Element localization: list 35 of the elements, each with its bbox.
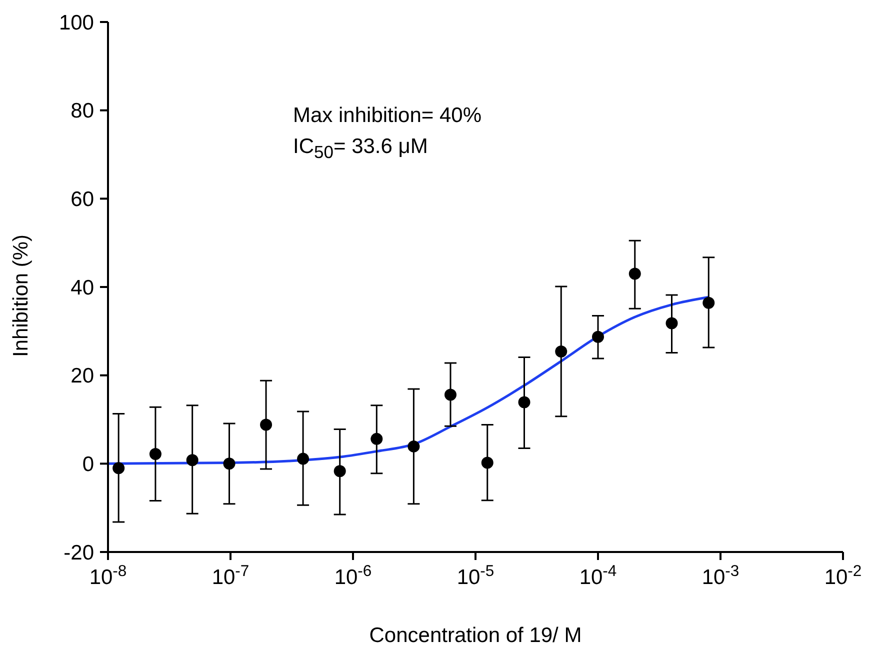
x-tick-label: 10$^{-7}$ bbox=[212, 562, 250, 589]
point bbox=[481, 456, 494, 469]
x-tick-label: 10$^{-8}$ bbox=[89, 562, 127, 589]
y-tick-label: 20 bbox=[70, 364, 94, 388]
point bbox=[260, 418, 272, 431]
annotation: Max inhibition= 40% bbox=[293, 103, 482, 129]
point bbox=[370, 432, 383, 445]
x-tick-label: 10$^{-6}$ bbox=[334, 562, 372, 589]
point bbox=[592, 330, 604, 343]
point bbox=[223, 458, 236, 470]
x-tick-label: 10$^{-3}$ bbox=[702, 562, 740, 589]
y-tick-label: 100 bbox=[58, 11, 94, 34]
point bbox=[149, 448, 162, 460]
annotation: IC$_{50}$= 33.6 μM bbox=[293, 134, 429, 164]
point bbox=[186, 454, 198, 466]
point bbox=[297, 452, 310, 465]
y-tick-label: -20 bbox=[64, 541, 94, 564]
y-tick-label: 40 bbox=[70, 276, 94, 300]
point bbox=[702, 296, 715, 309]
y-tick-label: 0 bbox=[82, 453, 94, 476]
point bbox=[555, 345, 568, 358]
point bbox=[444, 388, 456, 401]
point bbox=[408, 440, 420, 452]
point bbox=[518, 396, 530, 408]
y-axis-title: Inhibition (%) bbox=[9, 234, 32, 357]
point bbox=[666, 317, 678, 330]
point bbox=[628, 268, 641, 280]
point bbox=[334, 465, 346, 478]
x-axis-title: Concentration of 19/ M bbox=[369, 624, 582, 647]
y-tick-label: 80 bbox=[70, 100, 94, 123]
y-tick-label: 60 bbox=[70, 188, 94, 212]
point bbox=[112, 462, 125, 474]
x-tick-label: 10$^{-2}$ bbox=[824, 562, 862, 589]
x-tick-label: 10$^{-4}$ bbox=[579, 562, 617, 589]
x-tick-label: 10$^{-5}$ bbox=[456, 562, 494, 589]
